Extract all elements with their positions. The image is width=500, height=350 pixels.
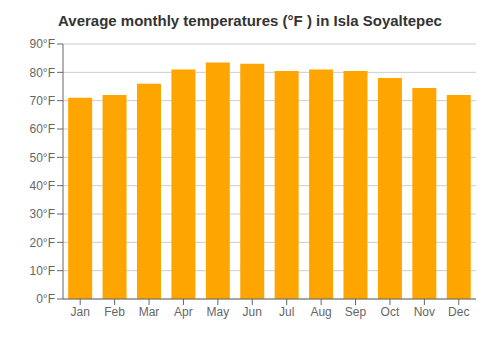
svg-text:Nov: Nov bbox=[414, 305, 435, 319]
svg-text:90°F: 90°F bbox=[30, 37, 55, 51]
svg-text:Mar: Mar bbox=[139, 305, 160, 319]
svg-text:10°F: 10°F bbox=[30, 264, 55, 278]
svg-text:60°F: 60°F bbox=[30, 122, 55, 136]
svg-text:May: May bbox=[207, 305, 230, 319]
svg-text:20°F: 20°F bbox=[30, 236, 55, 250]
svg-text:Dec: Dec bbox=[448, 305, 469, 319]
svg-text:Feb: Feb bbox=[104, 305, 125, 319]
svg-text:40°F: 40°F bbox=[30, 179, 55, 193]
svg-text:30°F: 30°F bbox=[30, 207, 55, 221]
svg-text:Jul: Jul bbox=[279, 305, 294, 319]
svg-text:Sep: Sep bbox=[345, 305, 367, 319]
svg-text:Jun: Jun bbox=[243, 305, 262, 319]
svg-text:0°F: 0°F bbox=[36, 292, 55, 306]
svg-text:Aug: Aug bbox=[310, 305, 331, 319]
svg-text:50°F: 50°F bbox=[30, 151, 55, 165]
svg-text:80°F: 80°F bbox=[30, 66, 55, 80]
html-text:Average monthly temperatures (: Average monthly temperatures (°F ) in Is… bbox=[58, 12, 442, 29]
svg-text:Apr: Apr bbox=[174, 305, 193, 319]
svg-text:70°F: 70°F bbox=[30, 94, 55, 108]
svg-text:Jan: Jan bbox=[71, 305, 90, 319]
svg-text:Oct: Oct bbox=[381, 305, 400, 319]
